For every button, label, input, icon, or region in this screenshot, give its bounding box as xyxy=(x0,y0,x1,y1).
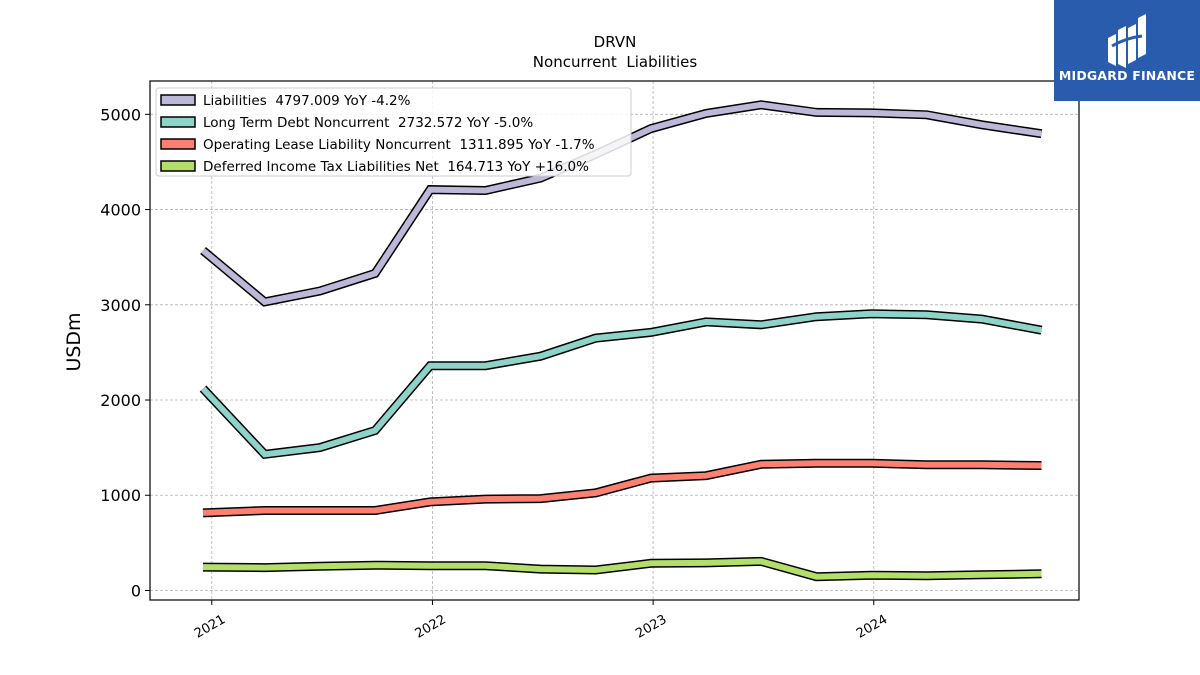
legend-swatch xyxy=(160,138,196,150)
legend-label: Liabilities 4797.009 YoY -4.2% xyxy=(203,93,411,109)
x-tick-label: 2023 xyxy=(633,612,669,642)
x-tick-label: 2022 xyxy=(413,612,449,642)
legend-swatch xyxy=(160,116,196,128)
y-axis: 0 1000 2000 3000 4000 5000 xyxy=(100,105,150,600)
brand-mark-icon xyxy=(1108,14,1146,68)
series-line xyxy=(202,558,1042,580)
y-tick-label: 1000 xyxy=(100,486,141,505)
legend-label: Long Term Debt Noncurrent 2732.572 YoY -… xyxy=(203,115,533,131)
y-tick-label: 4000 xyxy=(100,201,141,220)
y-tick-label: 2000 xyxy=(100,391,141,410)
x-tick-label: 2021 xyxy=(192,612,228,642)
y-tick-label: 5000 xyxy=(100,105,141,124)
chart-subtitle: Noncurrent Liabilities xyxy=(533,53,698,71)
legend-swatch xyxy=(160,160,196,172)
series-line xyxy=(202,460,1042,516)
brand-logo: MIDGARD FINANCE xyxy=(1054,0,1200,101)
brand-name: MIDGARD FINANCE xyxy=(1058,68,1196,83)
legend-label: Deferred Income Tax Liabilities Net 164.… xyxy=(203,159,589,175)
y-tick-label: 3000 xyxy=(100,296,141,315)
x-axis: 2021 2022 2023 2024 xyxy=(192,600,890,642)
series-line xyxy=(200,310,1043,458)
x-tick-label: 2024 xyxy=(854,612,890,642)
chart-title: DRVN xyxy=(594,33,637,51)
plot-frame xyxy=(149,80,1080,601)
y-axis-label: USDm xyxy=(63,312,85,371)
legend-swatch xyxy=(160,94,196,106)
legend: Liabilities 4797.009 YoY -4.2% Long Term … xyxy=(155,87,632,177)
legend-label: Operating Lease Liability Noncurrent 131… xyxy=(203,137,595,153)
legend-box xyxy=(155,87,632,177)
y-tick-label: 0 xyxy=(131,581,141,600)
